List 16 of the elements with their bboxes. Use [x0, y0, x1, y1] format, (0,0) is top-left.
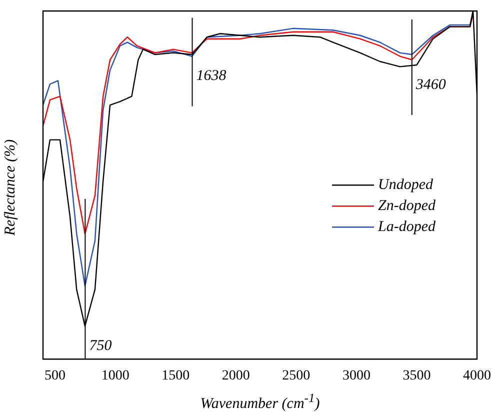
legend-label: Undoped: [378, 177, 434, 194]
x-tick-label: 3500: [402, 368, 431, 384]
x-tick-label: 2000: [222, 368, 250, 384]
x-axis-title: Wavenumber (cm$^{-1}$): [199, 391, 321, 413]
ref-line-label: 750: [89, 338, 112, 354]
y-axis-title: Reflectance (%): [2, 139, 20, 236]
ref-line-label: 3460: [414, 76, 446, 93]
x-tick-label: 500: [44, 368, 66, 384]
legend-label: La-doped: [377, 219, 436, 236]
x-tick-label: 2500: [282, 368, 310, 384]
x-tick-label: 4000: [463, 368, 491, 384]
ref-line-label: 1638: [196, 68, 227, 84]
x-tick-label: 3000: [342, 368, 370, 384]
legend-label: Zn-doped: [378, 198, 436, 214]
x-tick-label: 1500: [162, 368, 190, 384]
x-tick-label: 1000: [101, 368, 130, 384]
